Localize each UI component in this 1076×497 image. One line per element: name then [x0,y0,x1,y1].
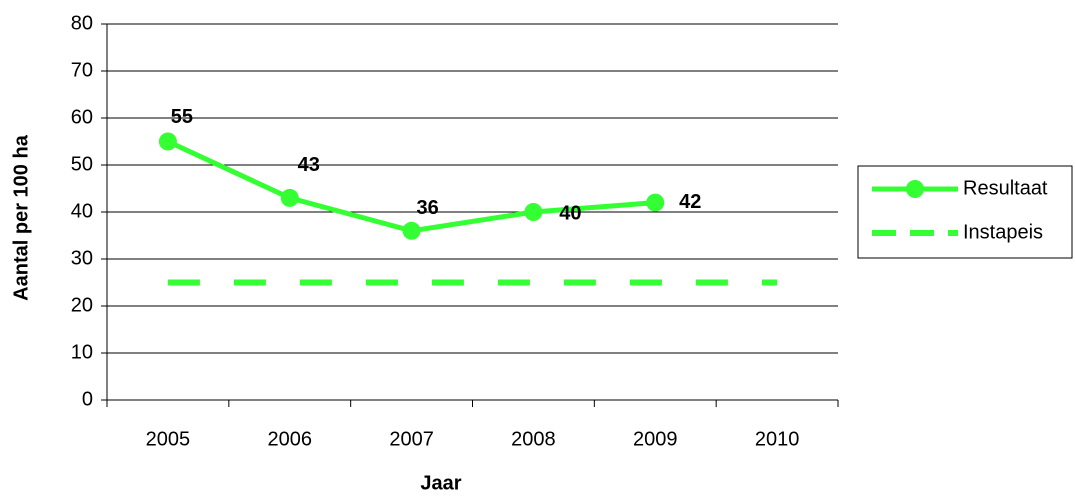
x-tick-label: 2010 [755,428,800,450]
data-label: 43 [298,154,320,176]
x-axis-title: Jaar [420,472,461,494]
marker [524,203,543,221]
y-tick-label: 70 [71,59,93,81]
y-tick-label: 80 [71,12,93,34]
marker [402,221,421,240]
y-tick-label: 0 [82,388,93,410]
legend-box [857,165,1073,259]
y-tick-label: 60 [71,106,93,128]
marker [280,188,299,207]
marker [158,132,177,151]
y-tick-label: 20 [71,294,93,316]
data-label: 55 [171,106,193,128]
legend-label: Instapeis [963,221,1043,243]
x-tick-label: 2007 [389,428,434,450]
data-label: 42 [679,191,701,213]
data-label: 40 [559,202,581,224]
data-label: 36 [416,197,438,219]
y-tick-label: 40 [71,200,93,222]
series-line [166,139,656,234]
x-tick-label: 2005 [146,428,191,450]
legend-marker [906,180,924,198]
marker [646,193,665,212]
y-tick-label: 30 [71,247,93,269]
y-axis-title: Aantal per 100 ha [10,134,32,301]
x-tick-label: 2008 [511,428,556,450]
y-tick-label: 50 [71,153,93,175]
y-tick-label: 10 [71,341,93,363]
x-tick-label: 2009 [633,428,678,450]
x-tick-label: 2006 [268,428,313,450]
legend-label: Resultaat [963,177,1048,199]
